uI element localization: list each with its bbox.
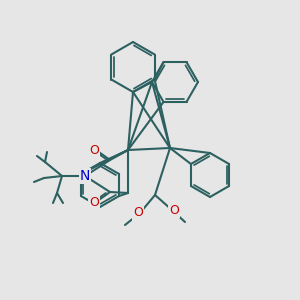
Text: O: O <box>89 143 99 157</box>
Text: O: O <box>169 203 179 217</box>
Text: N: N <box>80 169 90 183</box>
Text: O: O <box>133 206 143 220</box>
Text: O: O <box>89 196 99 208</box>
